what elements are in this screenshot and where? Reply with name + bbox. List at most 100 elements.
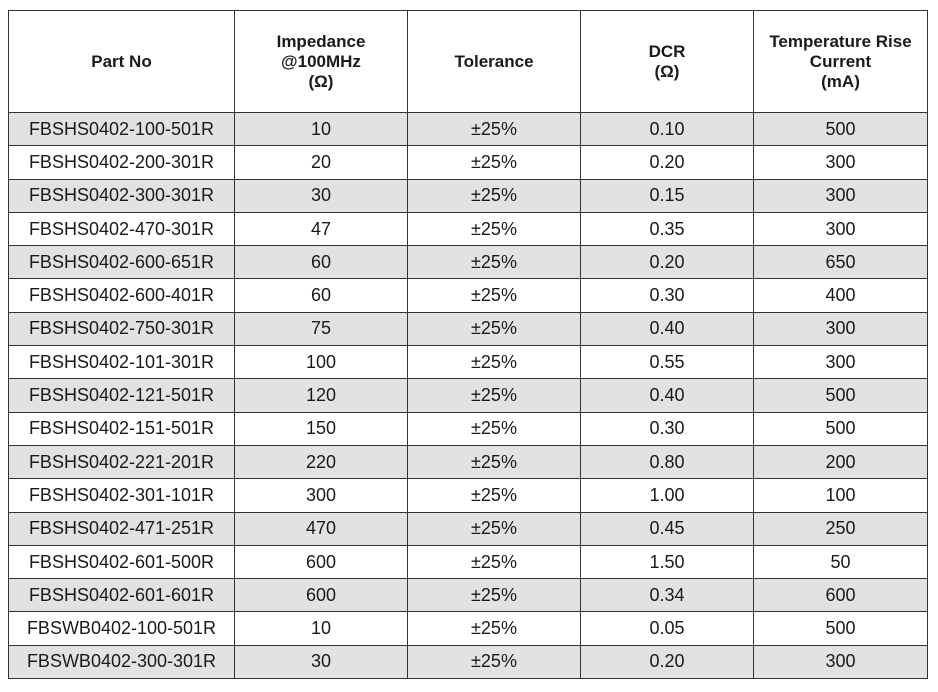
- header-tolerance: Tolerance: [407, 10, 581, 113]
- cell-dcr: 0.40: [580, 311, 754, 347]
- table-header: Part No Impedance @100MHz (Ω) Tolerance …: [8, 10, 928, 113]
- cell-part-no: FBSHS0402-750-301R: [8, 311, 235, 347]
- cell-current: 500: [753, 411, 928, 446]
- cell-impedance: 600: [234, 544, 408, 580]
- cell-impedance: 220: [234, 444, 408, 480]
- cell-dcr: 0.34: [580, 578, 754, 613]
- cell-part-no: FBSWB0402-100-501R: [8, 611, 235, 646]
- table-row: FBSHS0402-101-301R 100 ±25% 0.55 300: [8, 345, 928, 380]
- header-temperature-rise-current: Temperature Rise Current (mA): [753, 10, 928, 113]
- table-row: FBSHS0402-600-651R 60 ±25% 0.20 650: [8, 245, 928, 280]
- cell-tolerance: ±25%: [407, 611, 581, 646]
- cell-tolerance: ±25%: [407, 311, 581, 347]
- table-row: FBSWB0402-100-501R 10 ±25% 0.05 500: [8, 611, 928, 646]
- cell-tolerance: ±25%: [407, 245, 581, 280]
- cell-impedance: 75: [234, 311, 408, 347]
- spec-table-container: Part No Impedance @100MHz (Ω) Tolerance …: [8, 10, 928, 680]
- cell-part-no: FBSHS0402-100-501R: [8, 111, 235, 147]
- cell-current: 500: [753, 111, 928, 147]
- ferrite-bead-spec-table: Part No Impedance @100MHz (Ω) Tolerance …: [8, 10, 928, 680]
- cell-current: 50: [753, 544, 928, 580]
- cell-tolerance: ±25%: [407, 111, 581, 147]
- cell-current: 500: [753, 378, 928, 413]
- cell-dcr: 0.30: [580, 278, 754, 313]
- table-row: FBSHS0402-750-301R 75 ±25% 0.40 300: [8, 311, 928, 347]
- cell-tolerance: ±25%: [407, 478, 581, 513]
- header-dcr: DCR (Ω): [580, 10, 754, 113]
- cell-dcr: 1.50: [580, 544, 754, 580]
- table-row: FBSHS0402-470-301R 47 ±25% 0.35 300: [8, 211, 928, 247]
- cell-impedance: 30: [234, 644, 408, 680]
- cell-impedance: 300: [234, 478, 408, 513]
- cell-current: 300: [753, 644, 928, 680]
- cell-impedance: 20: [234, 145, 408, 180]
- table-row: FBSWB0402-300-301R 30 ±25% 0.20 300: [8, 644, 928, 680]
- cell-part-no: FBSHS0402-600-651R: [8, 245, 235, 280]
- table-row: FBSHS0402-471-251R 470 ±25% 0.45 250: [8, 511, 928, 546]
- table-row: FBSHS0402-221-201R 220 ±25% 0.80 200: [8, 444, 928, 480]
- cell-impedance: 100: [234, 345, 408, 380]
- cell-tolerance: ±25%: [407, 145, 581, 180]
- cell-part-no: FBSHS0402-301-101R: [8, 478, 235, 513]
- cell-dcr: 0.35: [580, 211, 754, 247]
- cell-dcr: 0.10: [580, 111, 754, 147]
- cell-dcr: 0.20: [580, 245, 754, 280]
- cell-part-no: FBSHS0402-300-301R: [8, 178, 235, 213]
- table-row: FBSHS0402-601-500R 600 ±25% 1.50 50: [8, 544, 928, 580]
- cell-current: 250: [753, 511, 928, 546]
- cell-current: 300: [753, 178, 928, 213]
- cell-part-no: FBSHS0402-600-401R: [8, 278, 235, 313]
- cell-tolerance: ±25%: [407, 345, 581, 380]
- cell-dcr: 0.20: [580, 145, 754, 180]
- table-row: FBSHS0402-600-401R 60 ±25% 0.30 400: [8, 278, 928, 313]
- cell-part-no: FBSHS0402-470-301R: [8, 211, 235, 247]
- cell-impedance: 10: [234, 611, 408, 646]
- cell-tolerance: ±25%: [407, 511, 581, 546]
- cell-impedance: 150: [234, 411, 408, 446]
- cell-dcr: 0.55: [580, 345, 754, 380]
- cell-impedance: 60: [234, 278, 408, 313]
- table-row: FBSHS0402-601-601R 600 ±25% 0.34 600: [8, 578, 928, 613]
- cell-current: 300: [753, 311, 928, 347]
- cell-current: 100: [753, 478, 928, 513]
- cell-dcr: 0.80: [580, 444, 754, 480]
- header-row: Part No Impedance @100MHz (Ω) Tolerance …: [8, 10, 928, 113]
- cell-impedance: 120: [234, 378, 408, 413]
- table-row: FBSHS0402-100-501R 10 ±25% 0.10 500: [8, 111, 928, 147]
- cell-current: 300: [753, 211, 928, 247]
- header-impedance: Impedance @100MHz (Ω): [234, 10, 408, 113]
- cell-current: 650: [753, 245, 928, 280]
- cell-part-no: FBSHS0402-471-251R: [8, 511, 235, 546]
- cell-part-no: FBSHS0402-601-601R: [8, 578, 235, 613]
- table-row: FBSHS0402-200-301R 20 ±25% 0.20 300: [8, 145, 928, 180]
- cell-current: 500: [753, 611, 928, 646]
- cell-part-no: FBSHS0402-221-201R: [8, 444, 235, 480]
- header-part-no: Part No: [8, 10, 235, 113]
- cell-dcr: 1.00: [580, 478, 754, 513]
- cell-impedance: 600: [234, 578, 408, 613]
- cell-part-no: FBSWB0402-300-301R: [8, 644, 235, 680]
- cell-dcr: 0.30: [580, 411, 754, 446]
- cell-tolerance: ±25%: [407, 444, 581, 480]
- cell-tolerance: ±25%: [407, 644, 581, 680]
- cell-tolerance: ±25%: [407, 578, 581, 613]
- cell-part-no: FBSHS0402-151-501R: [8, 411, 235, 446]
- table-row: FBSHS0402-301-101R 300 ±25% 1.00 100: [8, 478, 928, 513]
- cell-dcr: 0.40: [580, 378, 754, 413]
- cell-part-no: FBSHS0402-101-301R: [8, 345, 235, 380]
- cell-current: 300: [753, 145, 928, 180]
- cell-part-no: FBSHS0402-601-500R: [8, 544, 235, 580]
- cell-dcr: 0.05: [580, 611, 754, 646]
- cell-current: 200: [753, 444, 928, 480]
- table-row: FBSHS0402-300-301R 30 ±25% 0.15 300: [8, 178, 928, 213]
- cell-dcr: 0.20: [580, 644, 754, 680]
- cell-tolerance: ±25%: [407, 178, 581, 213]
- cell-tolerance: ±25%: [407, 378, 581, 413]
- cell-tolerance: ±25%: [407, 211, 581, 247]
- cell-tolerance: ±25%: [407, 544, 581, 580]
- table-row: FBSHS0402-121-501R 120 ±25% 0.40 500: [8, 378, 928, 413]
- cell-part-no: FBSHS0402-121-501R: [8, 378, 235, 413]
- cell-current: 600: [753, 578, 928, 613]
- cell-current: 400: [753, 278, 928, 313]
- cell-current: 300: [753, 345, 928, 380]
